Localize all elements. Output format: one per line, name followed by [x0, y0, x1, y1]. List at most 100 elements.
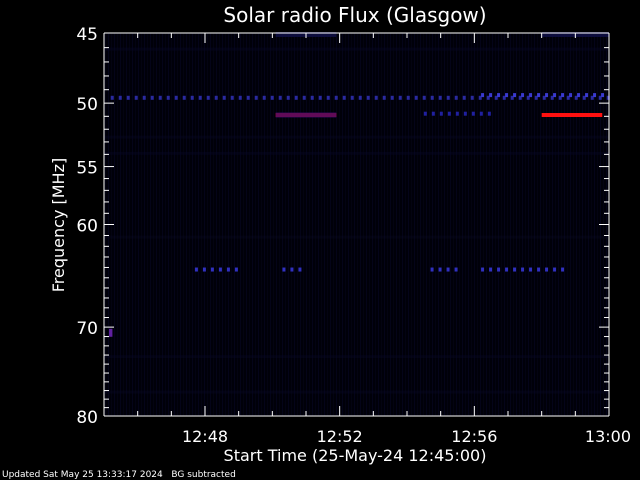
dashed-band-3-seg-1 — [118, 95, 122, 100]
x-tick-label-1248: 12:48 — [182, 427, 228, 446]
dashed-band-3-seg-42 — [446, 95, 450, 100]
dashed-band-3-seg-27 — [326, 95, 330, 100]
dashed-band-3-seg-56 — [558, 95, 562, 100]
dashed-band-3-seg-10 — [190, 95, 194, 100]
dashed-band-3-seg-9 — [182, 95, 186, 100]
dashed-band-9-seg-0 — [423, 111, 427, 116]
weak-emission-band-2 — [275, 112, 337, 118]
dashed-band-3-seg-40 — [430, 95, 434, 100]
y-tick-label-60: 60 — [76, 217, 98, 237]
dashed-band-3-seg-20 — [270, 95, 274, 100]
dashed-band-3-seg-34 — [382, 95, 386, 100]
dashed-band-3-seg-52 — [526, 95, 530, 100]
dashed-band-3-seg-51 — [518, 95, 522, 100]
dashed-band-8-seg-10 — [561, 267, 565, 272]
dashed-band-3-seg-43 — [454, 95, 458, 100]
dashed-band-3-seg-24 — [302, 95, 306, 100]
dashed-band-3-seg-4 — [142, 95, 146, 100]
dashed-band-8-seg-0 — [481, 267, 485, 272]
dashed-band-8-seg-2 — [497, 267, 501, 272]
dashed-band-4-seg-6 — [529, 93, 533, 98]
dashed-band-3-seg-57 — [566, 95, 570, 100]
dashed-band-3-seg-12 — [206, 95, 210, 100]
dashed-band-4-seg-11 — [569, 93, 573, 98]
dashed-band-3-seg-45 — [470, 95, 474, 100]
dashed-band-3-seg-60 — [590, 95, 594, 100]
dashed-band-4-seg-0 — [481, 93, 485, 98]
dashed-band-3-seg-49 — [502, 95, 506, 100]
dashed-band-9-seg-2 — [439, 111, 443, 116]
dashed-band-3-seg-29 — [342, 95, 346, 100]
dashed-band-3-seg-31 — [358, 95, 362, 100]
dashed-band-3-seg-39 — [422, 95, 426, 100]
dashed-band-3-seg-50 — [510, 95, 514, 100]
dashed-band-9-seg-5 — [463, 111, 467, 116]
x-axis-label: Start Time (25-May-24 12:45:00) — [224, 446, 487, 465]
dashed-band-3-seg-48 — [494, 95, 498, 100]
dashed-band-3-seg-22 — [286, 95, 290, 100]
dashed-band-8-seg-3 — [505, 267, 509, 272]
dashed-band-3-seg-44 — [462, 95, 466, 100]
dashed-band-6-seg-2 — [298, 267, 302, 272]
dashed-band-4-seg-9 — [553, 93, 557, 98]
dashed-band-3-seg-32 — [366, 95, 370, 100]
dashed-band-3-seg-41 — [438, 95, 442, 100]
noise-band-3 — [104, 235, 609, 239]
dashed-band-4-seg-15 — [601, 93, 605, 98]
dashed-band-8-seg-5 — [521, 267, 525, 272]
dashed-band-6-seg-1 — [290, 267, 294, 272]
dashed-band-9-seg-8 — [487, 111, 491, 116]
dashed-band-8-seg-4 — [513, 267, 517, 272]
dashed-band-6-seg-0 — [282, 267, 286, 272]
noise-band-0 — [104, 47, 609, 51]
strong-emission-band-1 — [541, 113, 603, 118]
dashed-band-7-seg-2 — [446, 267, 450, 272]
y-axis-label: Frequency [MHz] — [49, 158, 68, 292]
dashed-band-9-seg-6 — [471, 111, 475, 116]
dashed-band-5-seg-3 — [218, 267, 222, 272]
dashed-band-3-seg-35 — [390, 95, 394, 100]
dashed-band-3-seg-59 — [582, 95, 586, 100]
dashed-band-3-seg-17 — [246, 95, 250, 100]
dashed-band-8-seg-7 — [537, 267, 541, 272]
dashed-band-3-seg-30 — [350, 95, 354, 100]
dashed-band-8-seg-1 — [489, 267, 493, 272]
dashed-band-5-seg-0 — [194, 267, 198, 272]
dashed-band-4-seg-2 — [497, 93, 501, 98]
dashed-band-3-seg-19 — [262, 95, 266, 100]
dashed-band-5-seg-5 — [234, 267, 238, 272]
dashed-band-3-seg-0 — [110, 95, 114, 100]
footer-status: Updated Sat May 25 13:33:17 2024 BG subt… — [2, 470, 236, 480]
y-tick-label-70: 70 — [76, 319, 98, 339]
dashed-band-5-seg-2 — [210, 267, 214, 272]
dashed-band-4-seg-1 — [489, 93, 493, 98]
noise-band-4 — [104, 355, 609, 359]
dashed-band-3-seg-15 — [230, 95, 234, 100]
dashed-band-4-seg-8 — [545, 93, 549, 98]
dashed-band-7-seg-3 — [454, 267, 458, 272]
dashed-band-5-seg-4 — [226, 267, 230, 272]
y-tick-label-80: 80 — [76, 408, 98, 428]
dashed-band-9-seg-1 — [431, 111, 435, 116]
dashed-band-9-seg-7 — [479, 111, 483, 116]
noise-band-1 — [104, 135, 609, 139]
spectral-features — [109, 31, 610, 337]
y-tick-label-50: 50 — [76, 95, 98, 115]
dashed-band-4-seg-5 — [521, 93, 525, 98]
noise-band-5 — [104, 390, 609, 394]
dashed-band-3-seg-58 — [574, 95, 578, 100]
dashed-band-3-seg-55 — [550, 95, 554, 100]
dashed-band-3-seg-8 — [174, 95, 178, 100]
dashed-band-3-seg-33 — [374, 95, 378, 100]
x-tick-label-1300: 13:00 — [585, 427, 631, 446]
chart-title: Solar radio Flux (Glasgow) — [223, 3, 486, 27]
dashed-band-4-seg-7 — [537, 93, 541, 98]
dashed-band-3-seg-62 — [606, 95, 610, 100]
y-tick-label-45: 45 — [76, 25, 98, 45]
x-tick-label-1252: 12:52 — [317, 427, 363, 446]
dashed-band-3-seg-61 — [598, 95, 602, 100]
x-tick-label-1256: 12:56 — [451, 427, 497, 446]
dashed-band-3-seg-25 — [310, 95, 314, 100]
y-tick-label-55: 55 — [76, 159, 98, 179]
dashed-band-9-seg-4 — [455, 111, 459, 116]
